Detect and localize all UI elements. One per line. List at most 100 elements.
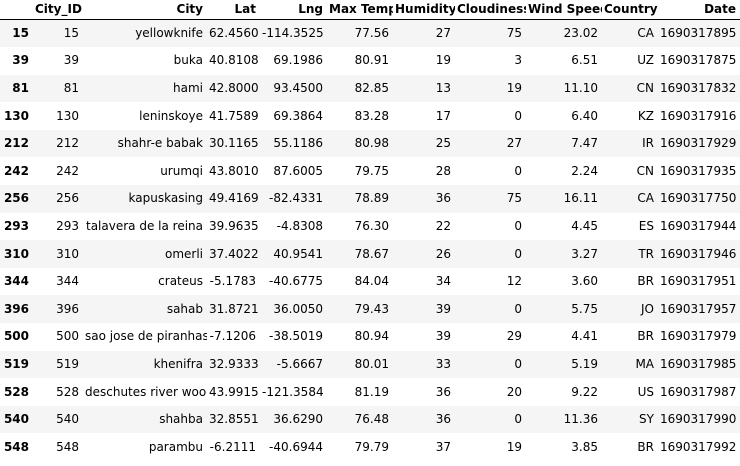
column-header-city: City bbox=[83, 0, 207, 20]
cell-date: 1690317750 bbox=[660, 191, 737, 206]
row-index: 528 bbox=[3, 384, 29, 399]
cell-lat: 40.8108 bbox=[209, 53, 259, 68]
cell-max-temp: 83.28 bbox=[354, 108, 389, 123]
cell-max-temp: 78.89 bbox=[354, 191, 389, 206]
table-row: 15 15 yellowknife 62.4560 -114.3525 77.56 27 75… bbox=[0, 19, 740, 48]
table-row: 39 39 buka 40.8108 69.1986 80.91 19 3 6.51 UZ 1690… bbox=[0, 47, 740, 75]
cell-country: BR bbox=[637, 274, 654, 289]
cell-city: sao jose de piranhas bbox=[85, 329, 207, 344]
cell-lat: -7.1206 bbox=[209, 329, 256, 344]
cell-city-id: 344 bbox=[56, 274, 79, 289]
cell-country: CN bbox=[636, 163, 654, 178]
table-row: 212 212 shahr-e babak 30.1165 55.1186 80.98 25… bbox=[0, 129, 740, 158]
cell-cloudiness: 27 bbox=[506, 136, 522, 151]
row-index: 256 bbox=[3, 191, 29, 206]
cell-city-id: 242 bbox=[56, 163, 79, 178]
cell-country: MA bbox=[635, 356, 654, 371]
cell-cloudiness: 20 bbox=[506, 384, 522, 399]
cell-lat: 32.8551 bbox=[209, 412, 259, 427]
cell-date: 1690317985 bbox=[660, 356, 737, 371]
table-row: 81 81 hami 42.8000 93.4500 82.85 13 19 11.10 CN 16… bbox=[0, 74, 740, 103]
cell-city-id: 15 bbox=[63, 26, 79, 41]
row-index: 548 bbox=[3, 439, 29, 454]
cell-wind-speed: 4.45 bbox=[571, 218, 598, 233]
cell-lat: 32.9333 bbox=[209, 356, 259, 371]
cell-wind-speed: 9.22 bbox=[571, 384, 598, 399]
cell-cloudiness: 19 bbox=[506, 439, 522, 454]
cell-wind-speed: 6.51 bbox=[571, 53, 598, 68]
cell-max-temp: 76.48 bbox=[354, 412, 389, 427]
table-body: 15 15 yellowknife 62.4560 -114.3525 77.56 27 75… bbox=[0, 19, 740, 462]
column-header-date: Date bbox=[658, 0, 740, 20]
table-row: 242 242 urumqi 43.8010 87.6005 79.75 28 0 2.24 CN… bbox=[0, 157, 740, 185]
cell-country: BR bbox=[637, 329, 654, 344]
cell-lat: 41.7589 bbox=[209, 108, 259, 123]
cell-city-id: 310 bbox=[56, 246, 79, 261]
column-header-lng: Lng bbox=[260, 0, 327, 20]
cell-lng: -114.3525 bbox=[262, 26, 324, 41]
row-index: 242 bbox=[3, 163, 29, 178]
cell-country: US bbox=[637, 384, 654, 399]
cell-humidity: 25 bbox=[435, 136, 451, 151]
cell-lat: -6.2111 bbox=[209, 439, 256, 454]
cell-humidity: 17 bbox=[435, 108, 451, 123]
cell-cloudiness: 12 bbox=[506, 274, 522, 289]
cell-wind-speed: 3.27 bbox=[571, 246, 598, 261]
cell-country: CA bbox=[637, 191, 654, 206]
cell-max-temp: 80.94 bbox=[354, 329, 389, 344]
cell-humidity: 36 bbox=[435, 384, 451, 399]
cell-wind-speed: 5.19 bbox=[571, 356, 598, 371]
cell-lng: 69.1986 bbox=[273, 53, 323, 68]
cell-humidity: 22 bbox=[435, 218, 451, 233]
cell-country: ES bbox=[638, 218, 654, 233]
table-row: 548 548 parambu -6.2111 -40.6944 79.79 37 19 3.8… bbox=[0, 433, 740, 461]
cell-country: CN bbox=[636, 80, 654, 95]
cell-country: KZ bbox=[637, 108, 654, 123]
cell-date: 1690317875 bbox=[660, 53, 737, 68]
cell-city: leninskoye bbox=[139, 108, 203, 123]
cell-city: kapuskasing bbox=[128, 191, 203, 206]
column-header-country: Country bbox=[602, 0, 658, 20]
cell-lat: 39.9635 bbox=[209, 218, 259, 233]
table-row: 396 396 sahab 31.8721 36.0050 79.43 39 0 5.75 JO 1… bbox=[0, 295, 740, 324]
cell-lat: 43.9915 bbox=[209, 384, 259, 399]
column-header-cloudiness: Cloudiness bbox=[455, 0, 526, 20]
cell-date: 1690317916 bbox=[660, 108, 737, 123]
cell-city: shahr-e babak bbox=[117, 136, 203, 151]
cell-city-id: 293 bbox=[56, 218, 79, 233]
cell-date: 1690317990 bbox=[660, 412, 737, 427]
cell-lng: 36.0050 bbox=[273, 301, 323, 316]
cell-wind-speed: 4.41 bbox=[571, 329, 598, 344]
column-header-wind-speed: Wind Speed bbox=[526, 0, 602, 20]
cell-cloudiness: 0 bbox=[514, 356, 522, 371]
cell-city-id: 396 bbox=[56, 301, 79, 316]
cell-city: khenifra bbox=[153, 356, 203, 371]
row-index: 540 bbox=[3, 412, 29, 427]
cell-max-temp: 84.04 bbox=[354, 274, 389, 289]
cell-max-temp: 80.91 bbox=[354, 53, 389, 68]
cell-cloudiness: 0 bbox=[514, 412, 522, 427]
cell-country: IR bbox=[642, 136, 654, 151]
cell-cloudiness: 3 bbox=[514, 53, 522, 68]
cell-wind-speed: 23.02 bbox=[563, 26, 598, 41]
cell-lng: -121.3584 bbox=[262, 384, 324, 399]
cell-city: omerli bbox=[164, 246, 203, 261]
cell-cloudiness: 29 bbox=[506, 329, 522, 344]
row-index: 39 bbox=[12, 53, 29, 68]
cell-lng: -5.6667 bbox=[276, 356, 323, 371]
table-row: 293 293 talavera de la reina 39.9635 -4.8308… bbox=[0, 213, 740, 241]
cell-humidity: 13 bbox=[435, 80, 451, 95]
table-row: 310 310 omerli 37.4022 40.9541 78.67 26 0 3.27 TR… bbox=[0, 240, 740, 268]
cell-lng: 40.9541 bbox=[273, 246, 323, 261]
cell-lng: 55.1186 bbox=[273, 136, 323, 151]
cell-city: buka bbox=[173, 53, 203, 68]
cell-date: 1690317946 bbox=[660, 246, 737, 261]
cell-city-id: 130 bbox=[56, 108, 79, 123]
row-index: 310 bbox=[3, 246, 29, 261]
row-index: 396 bbox=[3, 301, 29, 316]
row-index: 344 bbox=[3, 274, 29, 289]
cell-city: crateus bbox=[158, 274, 203, 289]
cell-wind-speed: 7.47 bbox=[571, 136, 598, 151]
cell-city-id: 212 bbox=[56, 136, 79, 151]
column-header-city-id: City_ID bbox=[33, 0, 83, 20]
